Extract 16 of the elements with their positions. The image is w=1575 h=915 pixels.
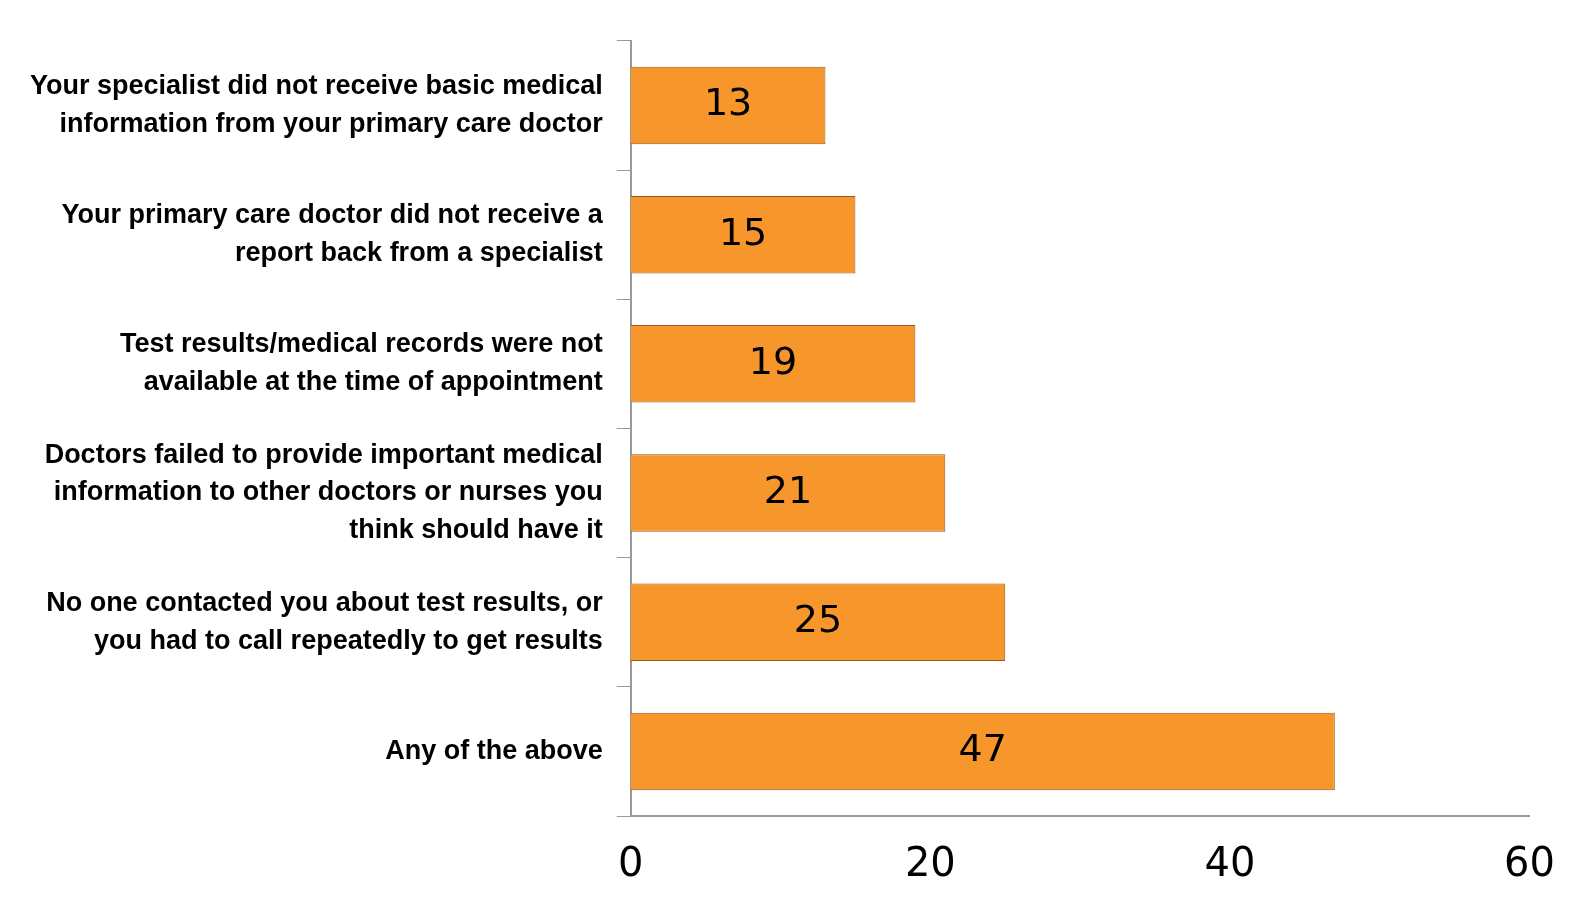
x-tick-label: 60 — [1504, 839, 1555, 886]
y-tick-label: No one contacted you about test results, or you had to call repeatedly to get results — [46, 586, 604, 655]
data-label: 19 — [748, 338, 798, 383]
y-tick-label: Test results/medical records were not available at the time of appointment — [120, 328, 603, 397]
data-label: 47 — [958, 726, 1007, 771]
data-label: 13 — [703, 80, 753, 125]
data-label: 15 — [718, 209, 768, 254]
y-tick-label: Any of the above — [385, 734, 603, 765]
data-label: 21 — [763, 467, 813, 512]
data-label: 25 — [793, 597, 843, 642]
y-tick-label: Your primary care doctor did not receive a report back from a specialist — [61, 199, 604, 268]
y-tick-label: Doctors failed to provide important medical information to other doctors or nurses you think should have it — [44, 438, 603, 545]
x-tick-label: 20 — [904, 839, 956, 886]
x-tick-label: 40 — [1204, 839, 1256, 886]
x-tick-label: 0 — [618, 839, 644, 886]
y-tick-label: Your specialist did not receive basic medical information from your primary care doctor — [29, 70, 604, 138]
